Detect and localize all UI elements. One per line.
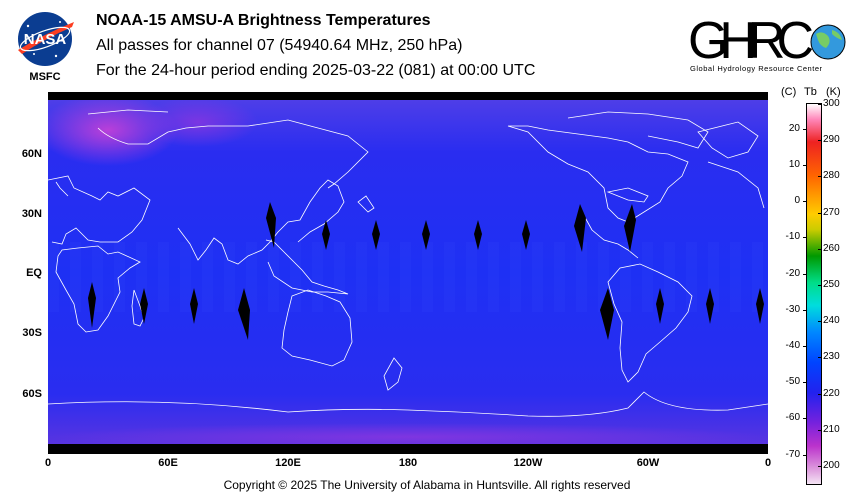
svg-text:GHRC: GHRC [688,12,814,70]
colorbar-kelvin-header: (K) [826,86,841,98]
colorbar-celsius-tick [803,237,807,239]
colorbar-kelvin-label: 210 [823,423,840,435]
colorbar-kelvin-tick [818,357,822,359]
colorbar-celsius-tick [803,273,807,275]
colorbar-celsius-label: -70 [785,448,800,460]
colorbar-kelvin-tick [818,212,822,214]
lat-label-30s: 30S [22,327,42,339]
colorbar-celsius-label: 20 [788,122,800,134]
globe-icon [810,24,846,60]
colorbar-kelvin-label: 300 [823,98,840,109]
colorbar-celsius-label: -60 [785,412,800,424]
colorbar-kelvin-tick [818,393,822,395]
colorbar-kelvin-label: 220 [823,387,840,399]
colorbar-kelvin-label: 250 [823,278,840,290]
colorbar-celsius-label: -40 [785,339,800,351]
colorbar-kelvin-tick [818,104,822,105]
lon-label-120w: 120W [513,457,543,469]
title-satellite: NOAA-15 AMSU-A Brightness Temperatures [96,12,431,29]
colorbar-kelvin-label: 260 [823,242,840,254]
brightness-temperature-map [48,92,768,454]
colorbar-celsius-label: -50 [785,376,800,388]
lon-label-0-left: 0 [44,457,52,469]
coastlines [48,109,768,417]
temperature-colorbar [806,103,822,485]
lat-label-60n: 60N [21,148,42,160]
colorbar-kelvin-label: 230 [823,351,840,363]
colorbar-celsius-label: -20 [785,267,800,279]
colorbar-kelvin-label: 290 [823,134,840,146]
title-channel: All passes for channel 07 (54940.64 MHz,… [96,37,463,54]
orbit-gaps [88,202,764,340]
lon-label-60e: 60E [158,457,178,469]
colorbar-kelvin-tick [818,465,822,467]
colorbar-celsius-label: -30 [785,303,800,315]
colorbar-celsius-tick [803,201,807,203]
colorbar-celsius-tick [803,164,807,166]
nasa-meatball-icon: NASA MSFC [18,12,74,83]
lat-label-eq: EQ [26,267,42,279]
colorbar-kelvin-tick [818,429,822,431]
lon-label-0-right: 0 [764,457,772,469]
nasa-logo: NASA MSFC [14,10,76,83]
colorbar-tb-header: Tb [804,86,817,98]
colorbar-celsius-label: 0 [794,195,800,207]
colorbar-kelvin-tick [818,248,822,250]
lon-label-120e: 120E [275,457,301,469]
colorbar-celsius-label: -10 [785,231,800,243]
colorbar-kelvin-tick [818,321,822,323]
colorbar-celsius-tick [803,454,807,456]
colorbar-celsius-tick [803,345,807,347]
svg-text:MSFC: MSFC [29,71,60,82]
colorbar-celsius-tick [803,309,807,311]
lon-label-60w: 60W [636,457,660,469]
lon-label-180: 180 [398,457,418,469]
colorbar-celsius-label: 10 [788,158,800,170]
lat-label-60s: 60S [22,388,42,400]
colorbar-kelvin-label: 270 [823,206,840,218]
title-period: For the 24-hour period ending 2025-03-22… [96,62,536,79]
colorbar-celsius-tick [803,418,807,420]
ghrc-logo: GHRC Global Hydrology Resource Center [688,8,850,78]
svg-text:Global Hydrology Resource Cent: Global Hydrology Resource Center [690,64,823,73]
colorbar-celsius-tick [803,128,807,130]
colorbar-kelvin-label: 280 [823,170,840,182]
colorbar-celsius-header: (C) [781,86,797,98]
colorbar-kelvin-label: 240 [823,315,840,327]
colorbar-celsius-tick [803,382,807,384]
colorbar-kelvin-label: 200 [823,459,840,471]
lat-label-30n: 30N [21,208,42,220]
svg-text:NASA: NASA [24,31,67,48]
colorbar-kelvin-tick [818,284,822,286]
copyright-notice: Copyright © 2025 The University of Alaba… [223,478,631,492]
colorbar-kelvin-tick [818,140,822,142]
colorbar-kelvin-tick [818,176,822,178]
